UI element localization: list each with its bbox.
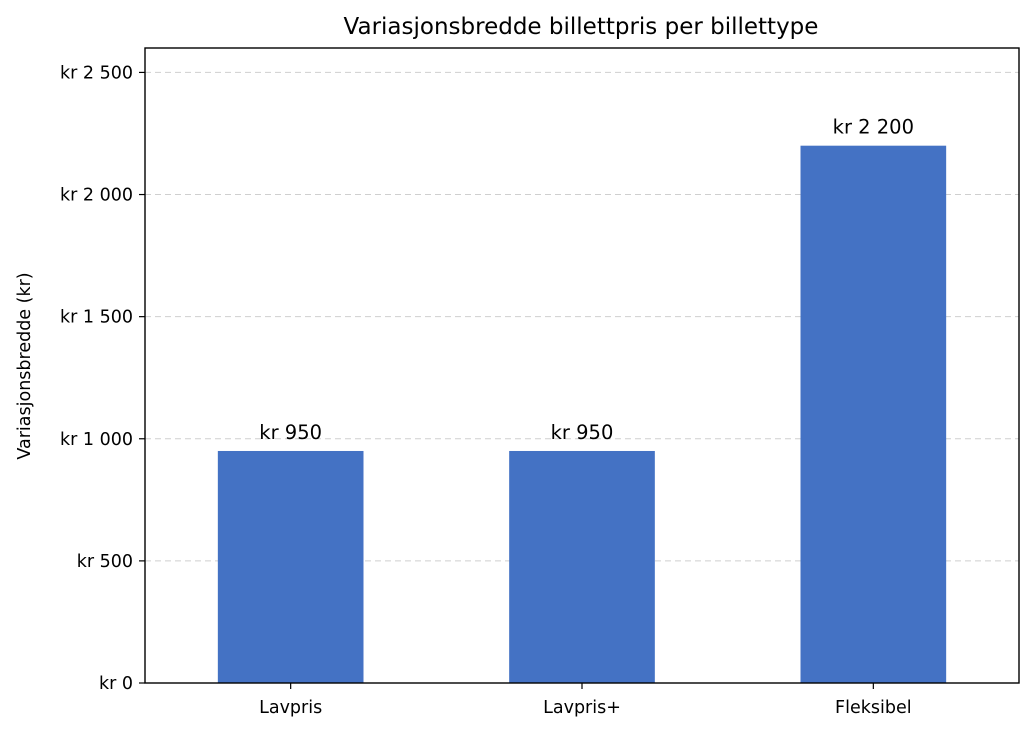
bar-fleksibel <box>800 145 947 683</box>
y-tick-label: kr 1 000 <box>60 430 133 450</box>
bars <box>217 145 947 683</box>
x-tick-label: Lavpris <box>259 698 322 718</box>
data-labels: kr 950 kr 950 kr 2 200 <box>259 116 914 444</box>
chart-title: Variasjonsbredde billettpris per billett… <box>344 14 819 40</box>
y-tick-label: kr 0 <box>99 674 133 694</box>
y-axis-label: Variasjonsbredde (kr) <box>15 272 35 459</box>
y-tick-label: kr 2 000 <box>60 186 133 206</box>
y-tick-label: kr 500 <box>77 552 133 572</box>
y-axis: kr 0 kr 500 kr 1 000 kr 1 500 kr 2 000 kr 2 5… <box>60 63 145 694</box>
bar-lavpris- <box>509 450 655 683</box>
bar-lavpris <box>217 450 364 683</box>
data-label: kr 950 <box>259 421 322 444</box>
x-tick-label: Fleksibel <box>835 698 912 718</box>
x-tick-label: Lavpris+ <box>543 698 621 718</box>
data-label: kr 2 200 <box>833 116 914 139</box>
x-axis: Lavpris Lavpris+ Fleksibel <box>259 683 912 718</box>
y-tick-label: kr 1 500 <box>60 308 133 328</box>
y-tick-label: kr 2 500 <box>60 63 133 83</box>
data-label: kr 950 <box>551 421 614 444</box>
